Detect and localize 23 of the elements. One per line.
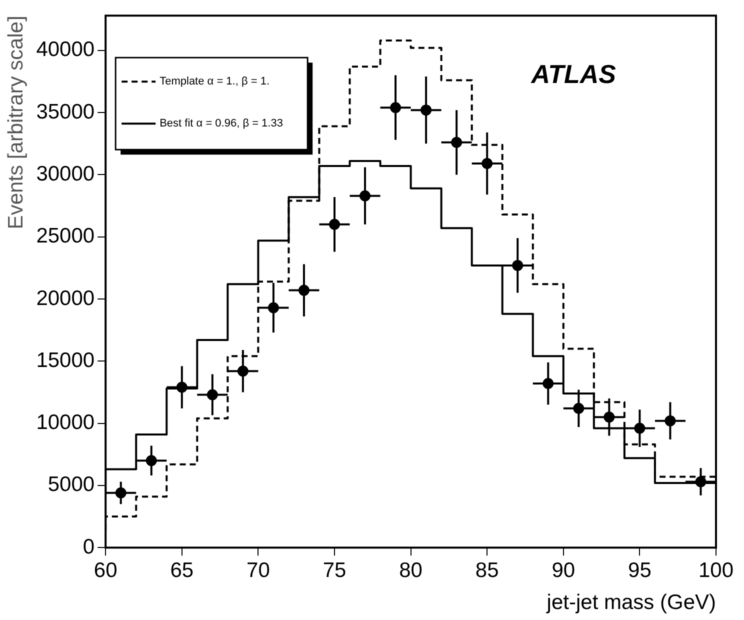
- y-tick-label: 30000: [36, 162, 95, 186]
- legend-label: Best fit α = 0.96, β = 1.33: [160, 118, 283, 130]
- x-axis-title: jet-jet mass (GeV): [546, 591, 716, 614]
- y-tick-label: 25000: [36, 224, 95, 248]
- y-tick-label: 0: [82, 535, 95, 558]
- x-tick-label: 95: [628, 558, 652, 582]
- y-tick-label: 20000: [36, 286, 95, 310]
- y-axis-title: Events [arbitrary scale]: [4, 16, 28, 230]
- y-tick-label: 10000: [36, 411, 95, 434]
- x-tick-label: 75: [322, 558, 346, 582]
- x-tick-label: 65: [170, 558, 194, 582]
- annotation: ATLAS: [530, 58, 617, 89]
- x-tick-label: 60: [94, 558, 118, 582]
- y-tick-label: 5000: [48, 473, 95, 496]
- x-tick-label: 100: [698, 558, 734, 582]
- x-tick-label: 85: [475, 558, 499, 582]
- x-tick-label: 80: [399, 558, 422, 582]
- x-tick-label: 70: [246, 558, 270, 582]
- y-tick-label: 15000: [36, 348, 95, 372]
- x-tick-label: 90: [552, 558, 576, 582]
- y-tick-label: 35000: [36, 100, 95, 124]
- y-tick-label: 40000: [36, 38, 95, 62]
- legend-label: Template α = 1., β = 1.: [160, 76, 270, 88]
